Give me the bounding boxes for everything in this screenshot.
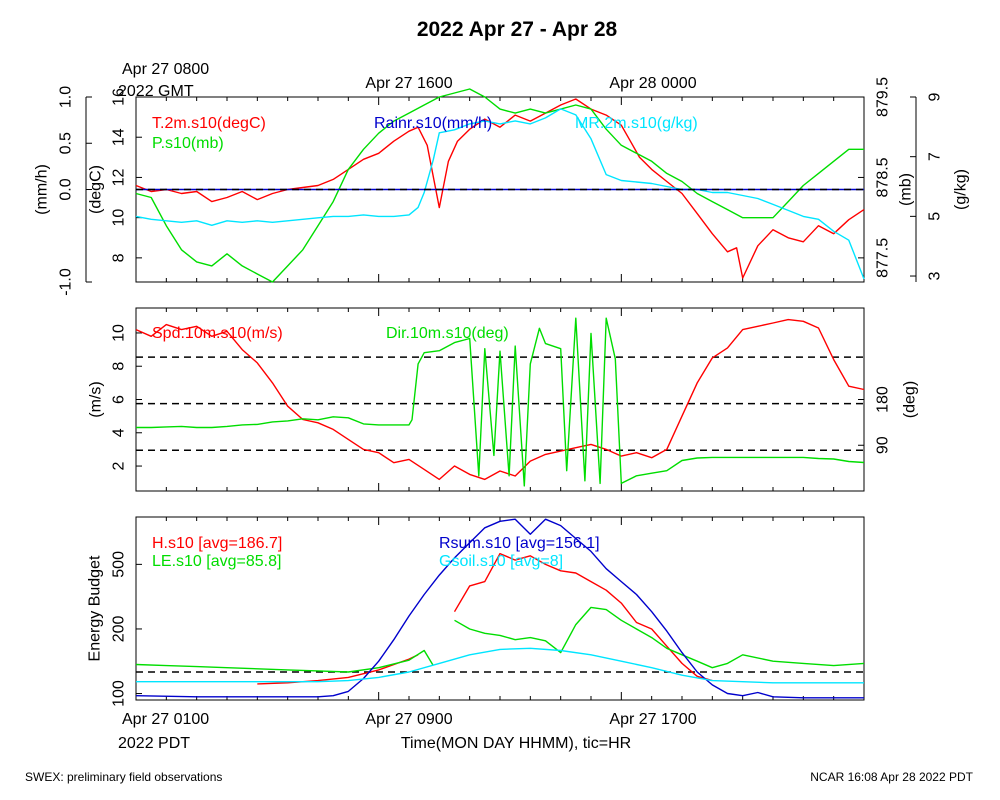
legend-direction: Dir.10m.s10(deg): [386, 325, 509, 342]
energy-y-tick-label: 500: [111, 551, 128, 578]
temp-y-tick-label: 16: [111, 88, 128, 106]
pres-y-tick-label: 877.5: [875, 238, 892, 278]
legend-mixing-ratio: MR.2m.s10(g/kg): [575, 115, 698, 132]
footer-right: NCAR 16:08 Apr 28 2022 PDT: [810, 770, 973, 784]
temp-y-tick-label: 12: [111, 168, 128, 186]
mr-y-tick-label: 3: [927, 271, 944, 280]
speed-axis-label: (m/s): [88, 381, 105, 417]
rain-y-tick-label: 1.0: [58, 86, 75, 108]
rain-y-tick-label: 0.0: [58, 178, 75, 200]
legend-pressure: P.s10(mb): [152, 135, 224, 152]
speed-y-tick-label: 6: [111, 395, 128, 404]
panel-middle: 2 4 6 8 10 (m/s) 90 180 (deg) Spd.10m.s10(m/s) Dir…: [88, 307, 919, 492]
legend-rain: Rainr.s10(mm/h): [374, 115, 492, 132]
gmt-tick-label-1: Apr 27 1600: [365, 75, 452, 92]
rain-axis-label: (mm/h): [34, 164, 51, 215]
middle-series-1: [136, 317, 865, 487]
pres-y-tick-label: 878.5: [875, 157, 892, 197]
x-start-sub: 2022 PDT: [118, 735, 190, 752]
legend-latent-heat: LE.s10 [avg=85.8]: [152, 553, 281, 570]
panel-bottom: 100 200 500 Energy Budget H.s10 [avg=186.7]L…: [87, 516, 865, 707]
pres-y-tick-label: 879.5: [875, 77, 892, 117]
energy-y-tick-label: 100: [111, 680, 128, 707]
bottom-series-3-segment-0: [136, 647, 864, 684]
direction-y-tick-label: 90: [875, 436, 892, 454]
rain-y-tick-label: -1.0: [58, 268, 75, 296]
temp-y-tick-label: 14: [111, 128, 128, 146]
mr-y-tick-label: 5: [927, 212, 944, 221]
legend-sensible-heat: H.s10 [avg=186.7]: [152, 535, 282, 552]
temp-axis-label: (degC): [88, 165, 105, 214]
legend-net-radiation: Rsum.s10 [avg=156.1]: [439, 535, 600, 552]
speed-y-tick-label: 2: [111, 461, 128, 470]
chart-title: 2022 Apr 27 - Apr 28: [417, 18, 618, 41]
x-start-label: Apr 27 0100: [122, 711, 209, 728]
direction-y-tick-label: 180: [875, 386, 892, 413]
pres-axis-label: (mb): [898, 173, 915, 206]
gmt-start-label: Apr 27 0800: [122, 61, 209, 78]
bottom-series-1-segment-0: [135, 649, 434, 673]
gmt-start-sub: 2022 GMT: [118, 83, 194, 100]
top-series-1: [135, 88, 864, 283]
bottom-series-0-segment-1: [453, 552, 713, 682]
mr-y-tick-label: 9: [927, 92, 944, 101]
x-axis-title: Time(MON DAY HHMM), tic=HR: [401, 735, 631, 752]
panel-top: -1.0 0.0 0.5 1.0 (mm/h) 8 10 12 14 16 (degC) 877.5 8…: [34, 77, 970, 296]
top-series-2: [135, 108, 865, 280]
bottom-series-1-segment-1: [454, 606, 865, 669]
legend-temp: T.2m.s10(degC): [152, 115, 266, 132]
bottom-series-2-segment-0: [135, 518, 864, 699]
temp-y-tick-label: 8: [111, 253, 128, 262]
speed-y-tick-label: 10: [111, 324, 128, 342]
gmt-tick-label-2: Apr 28 0000: [609, 75, 696, 92]
bottom-series-0-segment-0: [257, 654, 419, 685]
mr-y-tick-label: 7: [927, 152, 944, 161]
middle-series-0: [135, 318, 865, 481]
speed-y-tick-label: 8: [111, 362, 128, 371]
footer-left: SWEX: preliminary field observations: [25, 770, 222, 784]
direction-axis-label: (deg): [902, 381, 919, 418]
x-tick-label-1: Apr 27 0900: [365, 711, 452, 728]
energy-y-tick-label: 200: [111, 616, 128, 643]
speed-y-tick-label: 4: [111, 428, 128, 437]
mr-axis-label: (g/kg): [953, 169, 970, 210]
legend-soil-heat: Gsoil.s10 [avg=8]: [439, 553, 563, 570]
legend-speed: Spd.10m.s10(m/s): [152, 325, 283, 342]
rain-y-tick-label: 0.5: [58, 132, 75, 154]
energy-axis-label: Energy Budget: [87, 555, 104, 661]
temp-y-tick-label: 10: [111, 209, 128, 227]
top-series-0: [135, 98, 865, 279]
x-tick-label-2: Apr 27 1700: [609, 711, 696, 728]
